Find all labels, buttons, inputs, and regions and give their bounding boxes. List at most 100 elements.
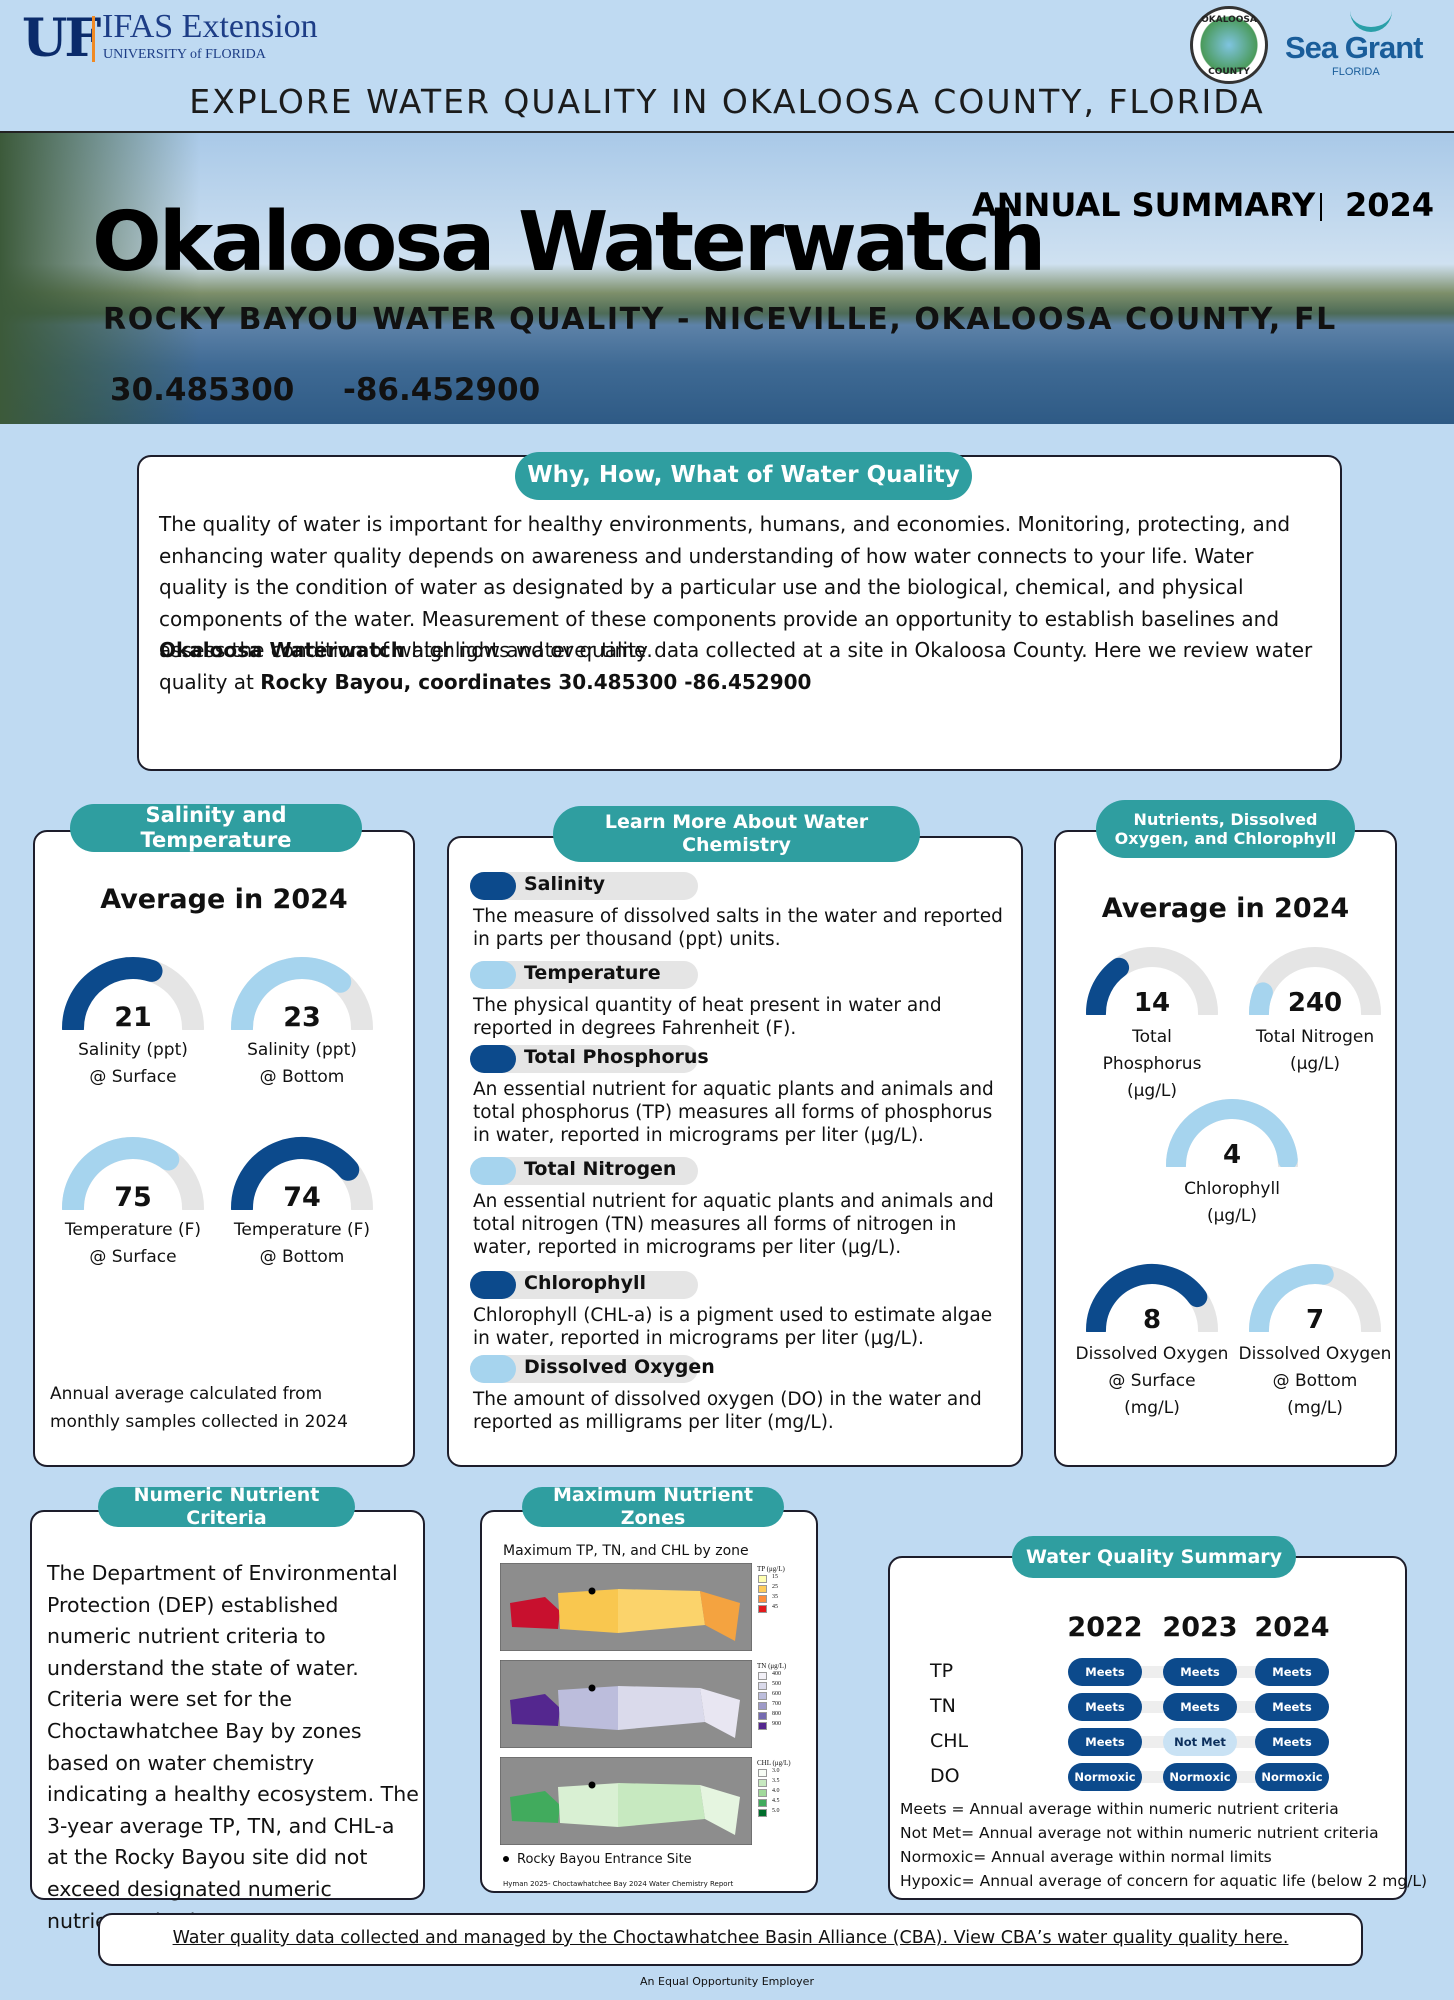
legend-swatch	[758, 1789, 767, 1797]
zone	[558, 1686, 620, 1730]
uf-logo: UF	[22, 8, 101, 69]
legend-label: 900	[772, 1721, 781, 1727]
legend-line: Not Met= Annual average not within numer…	[900, 1824, 1379, 1842]
status-badge: Not Met	[1163, 1728, 1237, 1756]
map-legend-title: TN (μg/L)	[757, 1662, 787, 1670]
intro-paragraph: The quality of water is important for he…	[159, 512, 1291, 662]
gauge	[1166, 1099, 1298, 1167]
annual-summary: ANNUAL SUMMARY	[972, 186, 1316, 224]
zone	[618, 1589, 705, 1633]
gauge-label: Temperature (F)	[64, 1220, 202, 1240]
county-seal: OKALOOSA COUNTY	[1190, 6, 1268, 84]
site-marker	[588, 1587, 596, 1595]
gauge-value: 74	[283, 1181, 321, 1213]
gauge-value: 14	[1133, 987, 1171, 1018]
gauge	[1249, 1264, 1381, 1332]
legend-line: Hypoxic= Annual average of concern for a…	[900, 1872, 1428, 1890]
legend-label: 45	[772, 1604, 778, 1610]
legend-label: 5.0	[772, 1808, 780, 1814]
gauge-fill	[231, 1137, 360, 1210]
tag-dot	[470, 1157, 516, 1185]
legend-line: Normoxic= Annual average within normal l…	[900, 1848, 1272, 1866]
gauge	[231, 957, 373, 1030]
seal-top: OKALOOSA	[1201, 15, 1257, 25]
map-legend-title: TP (μg/L)	[757, 1565, 785, 1573]
legend-swatch	[758, 1702, 767, 1710]
seagrant-logo: Sea Grant	[1285, 30, 1423, 65]
zone-map	[500, 1757, 752, 1845]
gauge	[62, 1137, 204, 1210]
footer-link[interactable]: Water quality data collected and managed…	[172, 1928, 1289, 1948]
gauge-value: 23	[283, 1001, 321, 1033]
tag-dot	[470, 961, 516, 989]
footer-box: Water quality data collected and managed…	[98, 1913, 1363, 1966]
gauge-label: Chlorophyll	[1184, 1179, 1280, 1199]
param: TN	[930, 1695, 956, 1717]
description: Chlorophyll (CHL-a) is a pigment used to…	[473, 1305, 993, 1349]
tag-name: Temperature	[524, 962, 661, 984]
gauge-fill	[62, 957, 163, 1030]
zone	[700, 1591, 740, 1641]
section-heading: Water Quality Summary	[1012, 1536, 1296, 1578]
bold-text: Rocky Bayou, coordinates 30.485300 -86.4…	[260, 669, 812, 694]
legend-swatch	[758, 1672, 767, 1680]
section-heading: Learn More About Water Chemistry	[553, 806, 920, 862]
gauge-label: Temperature (F)	[233, 1220, 371, 1240]
zone-map	[500, 1563, 752, 1651]
description: An essential nutrient for aquatic plants…	[473, 1191, 994, 1258]
gauge-label: Dissolved Oxygen	[1238, 1344, 1392, 1364]
text: highlights water quality data collected …	[159, 638, 1313, 694]
logo-bar	[92, 16, 95, 62]
banner-title: Okaloosa Waterwatch	[92, 195, 1046, 290]
legend-swatch	[758, 1809, 767, 1817]
gauge-label: Dissolved Oxygen	[1075, 1344, 1229, 1364]
param: DO	[930, 1765, 960, 1787]
site-label: Rocky Bayou Entrance Site	[517, 1852, 692, 1867]
legend-label: 15	[772, 1574, 778, 1580]
criteria-text: The Department of Environmental Protecti…	[47, 1561, 419, 1933]
gauge-label: @ Surface	[1108, 1371, 1196, 1392]
gauge-label: (μg/L)	[1289, 1054, 1341, 1075]
ifas-logo: IFAS Extension	[102, 8, 318, 45]
seagrant-wave	[1350, 10, 1392, 32]
university: UNIVERSITY of FLORIDA	[103, 47, 266, 62]
zone	[618, 1686, 705, 1730]
status-badge: Meets	[1255, 1658, 1329, 1686]
legend-swatch	[758, 1712, 767, 1720]
legend-swatch	[758, 1575, 767, 1583]
criteria-box	[30, 1510, 425, 1900]
gauge-label: (mg/L)	[1287, 1398, 1343, 1419]
subheading: Average in 2024	[1101, 893, 1350, 924]
legend-swatch	[758, 1722, 767, 1730]
gauge-label: Salinity (ppt)	[78, 1040, 188, 1060]
gauge-label: (mg/L)	[1124, 1398, 1180, 1419]
divider	[0, 131, 1454, 133]
zone-map	[500, 1660, 752, 1748]
section-heading: Maximum Nutrient Zones	[522, 1484, 784, 1529]
tag-name: Salinity	[524, 873, 606, 895]
gauge-fill	[231, 957, 352, 1030]
gauge	[231, 1137, 373, 1210]
longitude: -86.452900	[343, 372, 541, 408]
status-badge: Normoxic	[1255, 1763, 1329, 1791]
gauge-label: @ Bottom	[1272, 1371, 1358, 1392]
gauge-value: 4	[1222, 1139, 1242, 1170]
legend-swatch	[758, 1585, 767, 1593]
status-badge: Meets	[1255, 1728, 1329, 1756]
zone	[510, 1791, 560, 1823]
gauge-label: (μg/L)	[1126, 1081, 1178, 1102]
tag-name: Total Nitrogen	[524, 1158, 677, 1180]
tagline: EXPLORE WATER QUALITY IN OKALOOSA COUNTY…	[189, 82, 1265, 121]
tag-name: Dissolved Oxygen	[524, 1356, 715, 1378]
legend-label: 25	[772, 1584, 778, 1590]
year: 2024	[1254, 1612, 1330, 1643]
gauge-label: Salinity (ppt)	[247, 1040, 357, 1060]
zone	[700, 1785, 740, 1835]
legend-swatch	[758, 1605, 767, 1613]
note: Annual average calculated from monthly s…	[50, 1384, 348, 1432]
site-marker	[588, 1684, 596, 1692]
status-badge: Meets	[1255, 1693, 1329, 1721]
gauge-value: 75	[114, 1181, 152, 1213]
legend-swatch	[758, 1595, 767, 1603]
